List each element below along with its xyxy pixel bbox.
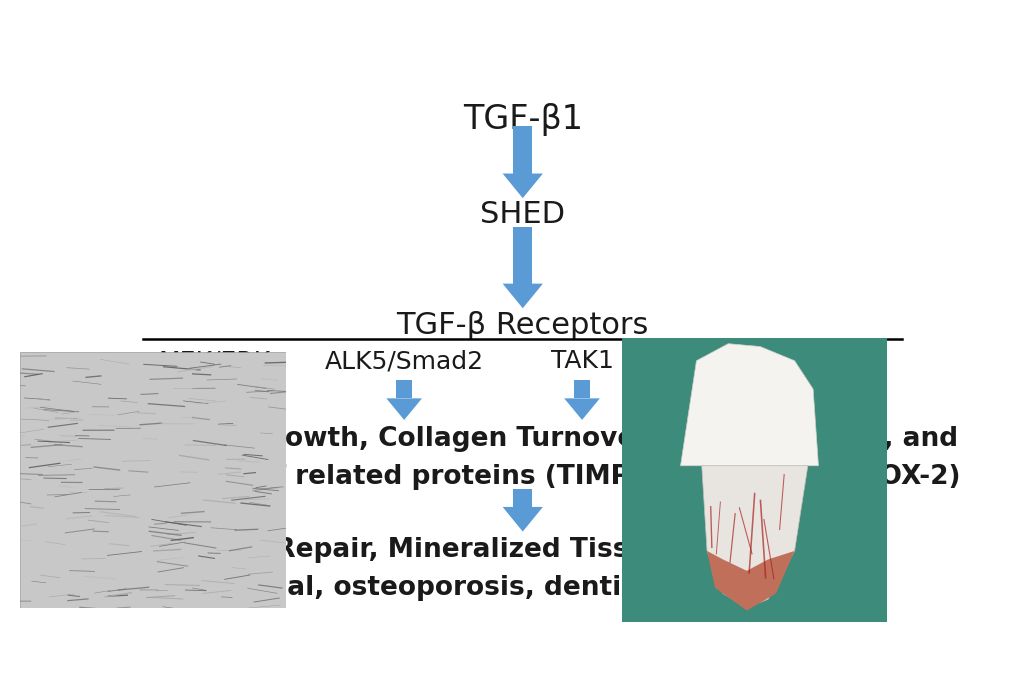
Polygon shape [701,466,807,608]
Text: TGF-β1: TGF-β1 [463,103,582,136]
Polygon shape [564,398,599,420]
Text: ALK5/Smad2: ALK5/Smad2 [324,349,483,373]
Text: Tissue Repair, Mineralized Tissue Regeneration
(Dermal, osteoporosis, dentinogen: Tissue Repair, Mineralized Tissue Regene… [170,537,874,601]
Bar [574,380,589,398]
Bar [513,489,532,507]
Polygon shape [706,551,794,610]
Text: SHED: SHED [480,201,565,229]
Bar [513,227,532,284]
Bar [513,126,532,174]
Bar [396,380,412,398]
Text: TGF-β Receptors: TGF-β Receptors [396,310,648,339]
Text: p38: p38 [704,349,751,373]
Polygon shape [502,284,542,308]
Text: MEK/ERK: MEK/ERK [158,349,270,373]
Polygon shape [502,174,542,198]
Polygon shape [680,343,817,466]
Text: Affect Cell Growth, Collagen Turnover, Differentiation, and
Expression of relate: Affect Cell Growth, Collagen Turnover, D… [85,426,960,490]
Text: TAK1: TAK1 [550,349,612,373]
Polygon shape [502,507,542,531]
Polygon shape [386,398,422,420]
